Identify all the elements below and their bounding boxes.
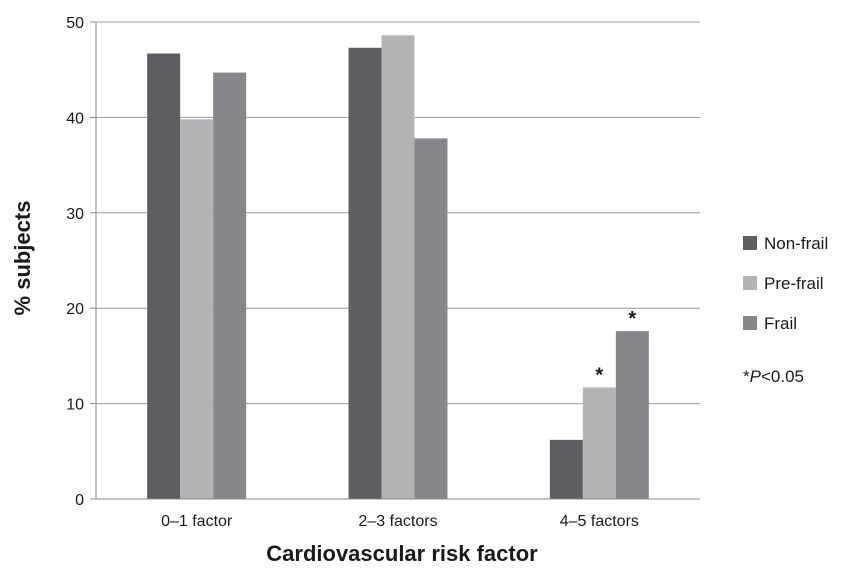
- note-p: P: [750, 367, 762, 386]
- note-suffix: <0.05: [761, 367, 804, 386]
- y-tick-labels: 0 10 20 30 40 50: [66, 15, 96, 509]
- y-tick-label: 30: [66, 206, 84, 223]
- x-axis-title: Cardiovascular risk factor: [266, 541, 538, 566]
- significance-marker: *: [628, 308, 636, 330]
- x-tick-label: 4–5 factors: [560, 513, 639, 530]
- bar-non-frail-2: [549, 439, 583, 499]
- axes: [95, 22, 700, 500]
- bar-non-frail-0: [147, 53, 181, 500]
- legend-label: Frail: [764, 314, 797, 333]
- significance-markers: **: [595, 308, 636, 386]
- legend-swatch: [743, 316, 757, 330]
- significance-note: *P<0.05: [743, 367, 804, 386]
- x-tick-labels: 0–1 factor 2–3 factors 4–5 factors: [161, 513, 639, 530]
- y-tick-label: 50: [66, 15, 84, 32]
- significance-marker: *: [595, 364, 603, 386]
- bar-non-frail-1: [348, 47, 382, 500]
- bar-pre-frail-0: [180, 119, 214, 500]
- bar-pre-frail-2: [582, 387, 616, 499]
- legend-label: Non-frail: [764, 234, 828, 253]
- legend: Non-frail Pre-frail Frail: [743, 234, 828, 333]
- y-axis-title: % subjects: [10, 201, 35, 316]
- legend-swatch: [743, 276, 757, 290]
- legend-swatch: [743, 236, 757, 250]
- bar-frail-2: [615, 331, 649, 499]
- y-tick-label: 10: [66, 397, 84, 414]
- x-tick-label: 2–3 factors: [358, 513, 437, 530]
- bars: [147, 35, 649, 500]
- bar-frail-1: [414, 138, 448, 499]
- y-tick-label: 0: [75, 492, 84, 509]
- y-tick-label: 40: [66, 110, 84, 127]
- bar-frail-0: [213, 72, 247, 499]
- x-tick-label: 0–1 factor: [161, 513, 233, 530]
- legend-label: Pre-frail: [764, 274, 824, 293]
- bar-pre-frail-1: [381, 35, 415, 500]
- note-prefix: *: [743, 367, 750, 386]
- y-tick-label: 20: [66, 301, 84, 318]
